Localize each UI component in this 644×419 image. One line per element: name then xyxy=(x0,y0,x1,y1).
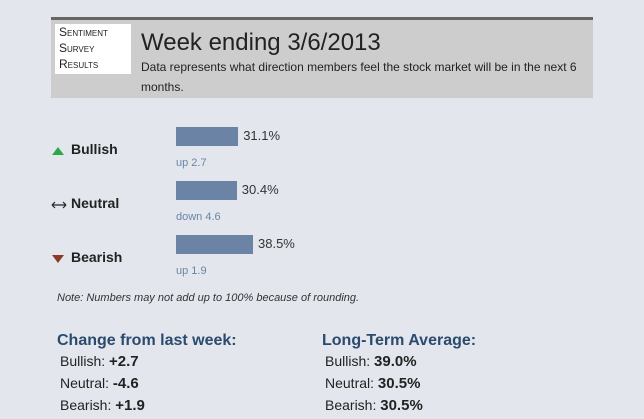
section-row: Bullish: 39.0% xyxy=(325,353,417,370)
logo-line: Results xyxy=(59,57,99,71)
bar xyxy=(176,127,239,146)
logo-line: Survey xyxy=(59,41,95,55)
title: Week ending 3/6/2013 xyxy=(141,29,381,56)
bar xyxy=(176,235,253,254)
up-icon xyxy=(52,147,64,155)
row-value: 39.0% xyxy=(374,353,417,370)
section-row: Bullish: +2.7 xyxy=(60,353,139,370)
row-value: -4.6 xyxy=(112,375,139,392)
logo-line: Sentiment xyxy=(59,25,108,39)
logo: Sentiment Survey Results xyxy=(55,24,131,74)
section-row: Bearish: +1.9 xyxy=(60,397,145,414)
row-value: +2.7 xyxy=(109,353,139,370)
section-title: Long-Term Average: xyxy=(322,332,477,349)
category-label: Neutral xyxy=(71,195,120,211)
row-value: +1.9 xyxy=(115,397,145,414)
change-label: up 1.9 xyxy=(176,265,207,277)
neutral-icon xyxy=(51,201,67,209)
note: Note: Numbers may not add up to 100% bec… xyxy=(57,292,360,304)
section-title: Change from last week: xyxy=(57,332,237,349)
subtitle: Data represents what direction members f… xyxy=(141,60,577,94)
change-label: down 4.6 xyxy=(176,211,221,223)
category-label: Bearish xyxy=(71,249,123,265)
row-label: Neutral: xyxy=(60,375,110,391)
row-label: Bearish: xyxy=(60,397,112,413)
category-label: Bullish xyxy=(71,141,118,157)
bar xyxy=(176,181,237,200)
row-value: 30.5% xyxy=(377,375,421,392)
row-label: Neutral: xyxy=(325,375,375,391)
section-row: Bearish: 30.5% xyxy=(325,397,423,414)
section-row: Neutral: -4.6 xyxy=(60,375,139,392)
value-label: 38.5% xyxy=(258,236,295,251)
down-icon xyxy=(52,255,64,263)
value-label: 30.4% xyxy=(241,182,279,197)
row-label: Bullish: xyxy=(60,353,106,369)
value-label: 31.1% xyxy=(243,128,281,143)
row-label: Bullish: xyxy=(325,353,371,369)
header: Sentiment Survey Results Week ending 3/6… xyxy=(51,17,593,98)
section-row: Neutral: 30.5% xyxy=(325,375,420,392)
row-label: Bearish: xyxy=(325,397,377,413)
row-value: 30.5% xyxy=(380,397,423,414)
change-label: up 2.7 xyxy=(176,157,207,169)
